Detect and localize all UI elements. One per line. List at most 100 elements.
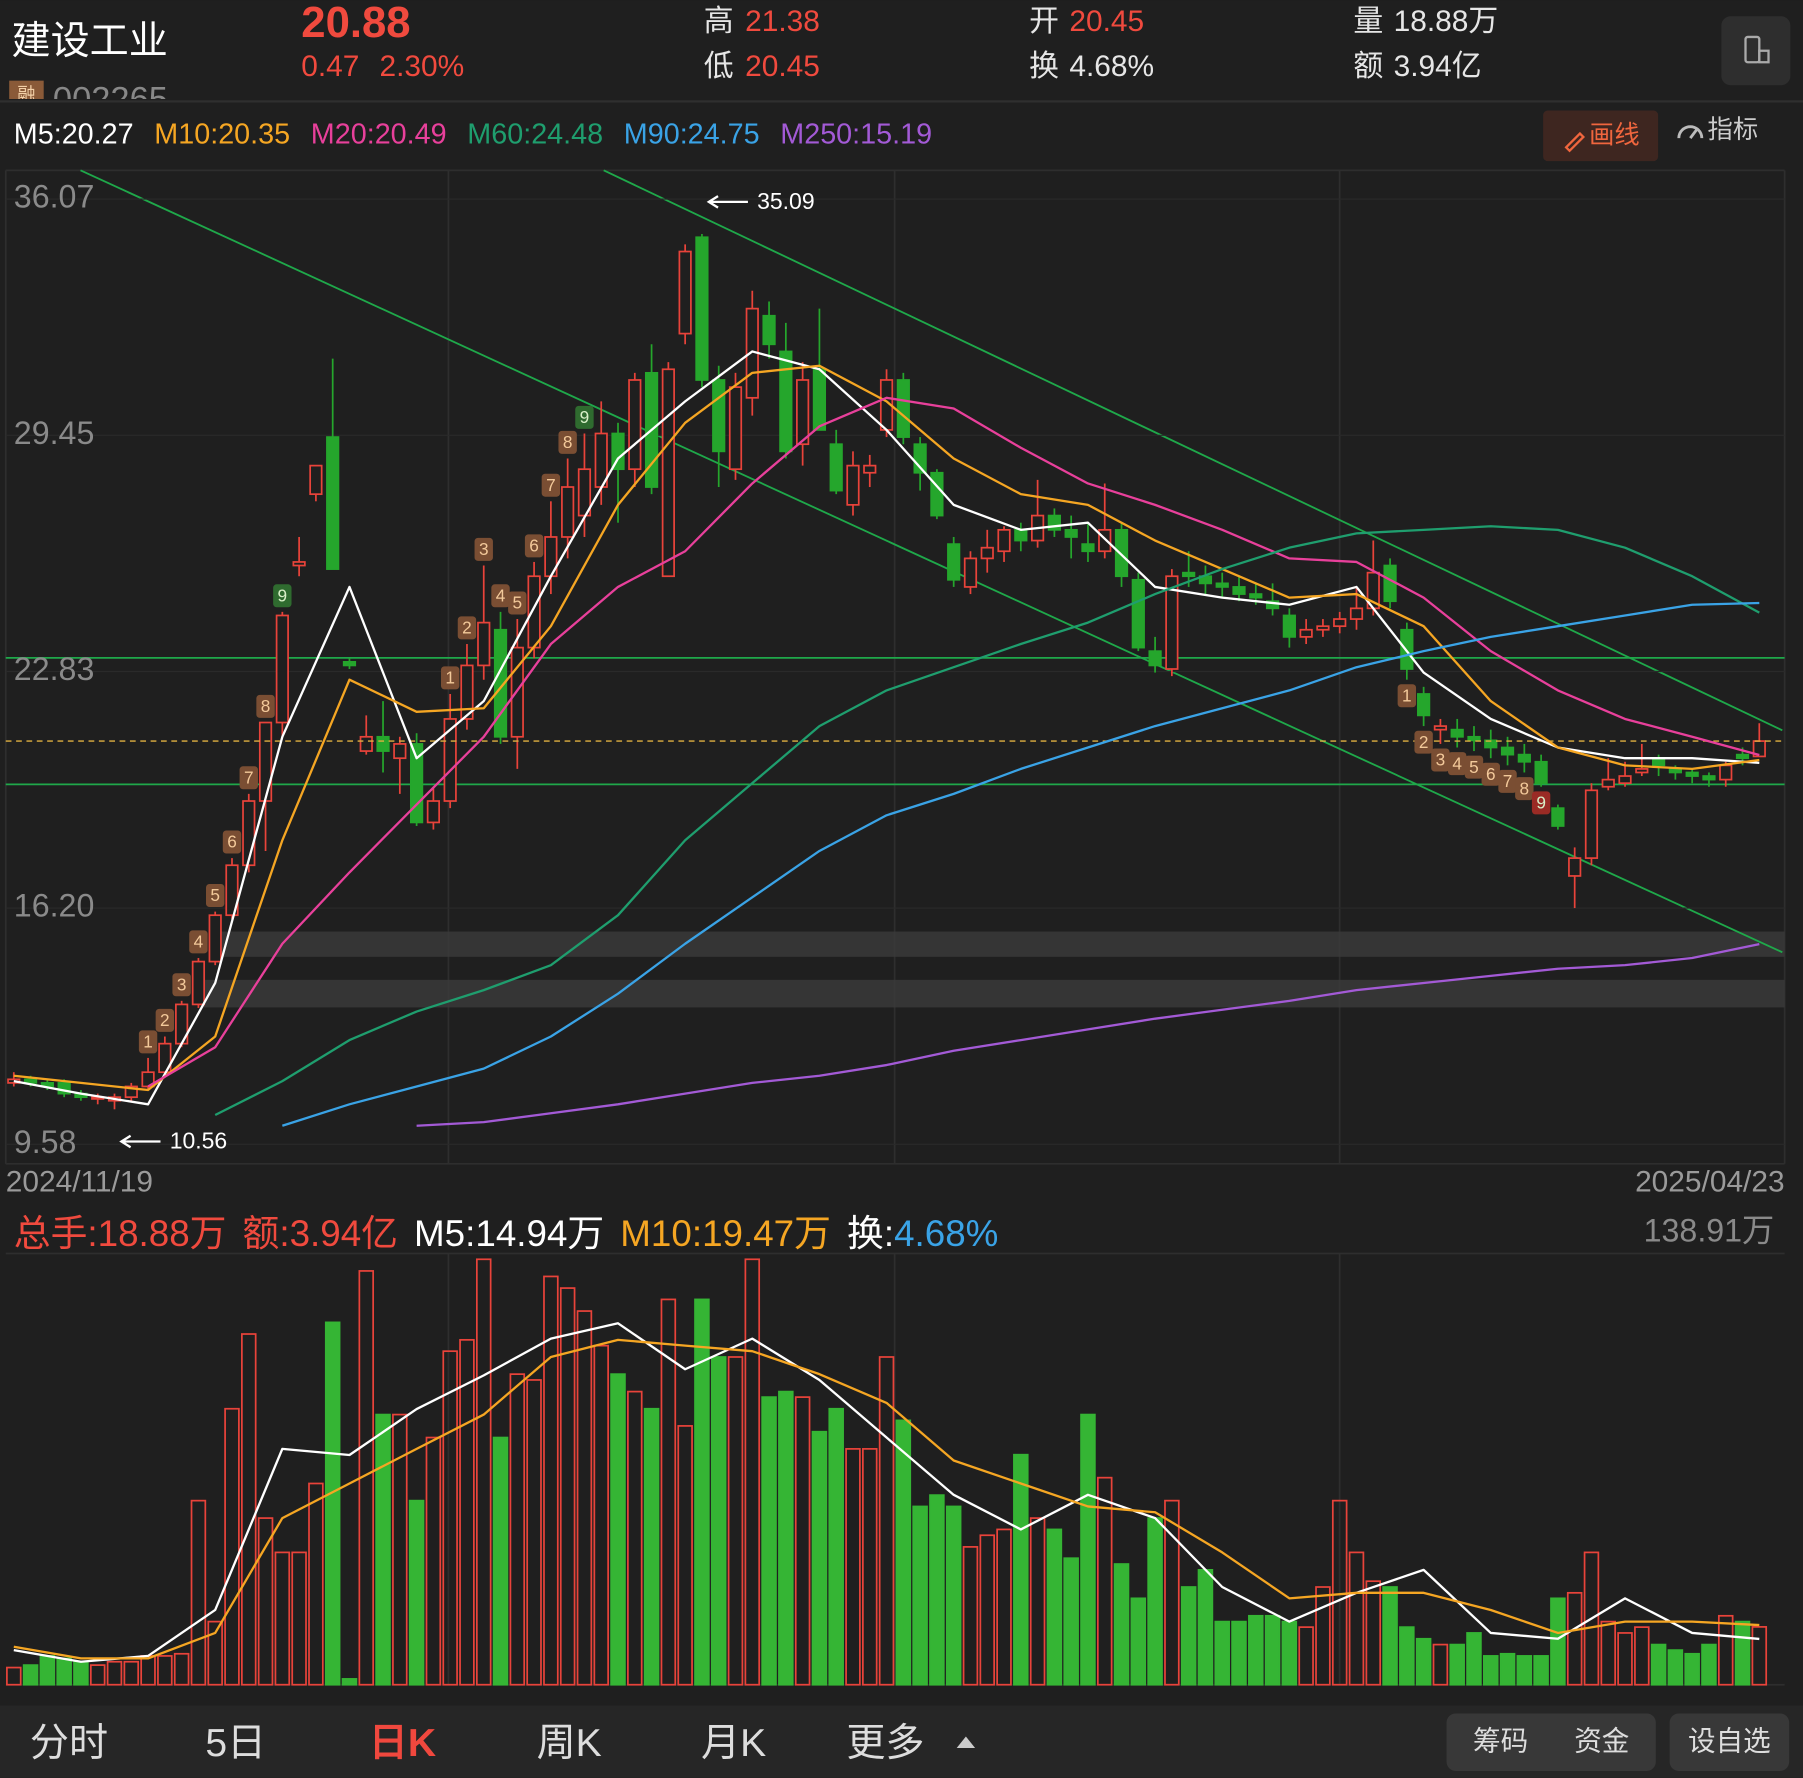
volume-bar bbox=[559, 1287, 576, 1686]
code-row: 融 002265 bbox=[9, 80, 168, 100]
volume-bar bbox=[1013, 1453, 1029, 1686]
button[interactable]: 筹码 bbox=[1473, 1726, 1528, 1757]
volume-bar bbox=[1516, 1655, 1533, 1686]
volume-bar bbox=[996, 1528, 1012, 1686]
sequence-label: 2 bbox=[462, 618, 472, 638]
volume-bar bbox=[1566, 1591, 1583, 1686]
sequence-badge bbox=[457, 616, 477, 640]
tab[interactable]: 5日 bbox=[205, 1722, 266, 1765]
volume-bar bbox=[627, 1390, 643, 1686]
volume-bar bbox=[1029, 1517, 1046, 1686]
sequence-badge bbox=[491, 584, 510, 608]
tab[interactable]: 月K bbox=[701, 1722, 766, 1765]
candle-body bbox=[1484, 739, 1498, 749]
candle-body bbox=[1735, 753, 1750, 760]
button[interactable]: 设自选 bbox=[1688, 1726, 1771, 1757]
candle-body bbox=[1249, 593, 1263, 599]
legend-value: 15.19 bbox=[860, 118, 932, 150]
legend-separator: : bbox=[465, 1213, 475, 1254]
x-tick-label: 2025/04/23 bbox=[1635, 1165, 1785, 1198]
sequence-label: 7 bbox=[244, 767, 254, 787]
volume-bar bbox=[1550, 1597, 1566, 1686]
legend-value: 18.88万 bbox=[98, 1213, 227, 1254]
ma-line bbox=[416, 942, 1760, 1127]
candle-body bbox=[1165, 575, 1179, 670]
volume-bar bbox=[593, 1344, 609, 1686]
candle-body bbox=[1333, 618, 1347, 628]
ma-line bbox=[13, 350, 1760, 1106]
legend-name: M60 bbox=[467, 118, 523, 150]
tab[interactable]: 日K bbox=[369, 1722, 436, 1765]
stat-name: 量 bbox=[1353, 5, 1383, 38]
candle-body bbox=[1148, 650, 1162, 667]
tab[interactable]: 更多 bbox=[846, 1722, 924, 1765]
sequence-badge bbox=[155, 1008, 175, 1032]
legend-value: 3.94亿 bbox=[290, 1213, 398, 1254]
draw-button[interactable]: 画线 bbox=[1543, 110, 1659, 162]
volume-bar bbox=[308, 1482, 324, 1686]
candle-body bbox=[1098, 528, 1112, 553]
volume-bar bbox=[241, 1333, 257, 1686]
sequence-badge bbox=[1531, 791, 1551, 815]
sequence-label: 1 bbox=[1402, 685, 1412, 705]
volume-ma-line bbox=[13, 1322, 1760, 1663]
volume-bar bbox=[392, 1413, 408, 1686]
ma-line bbox=[13, 364, 1760, 1092]
candle-body bbox=[896, 379, 910, 438]
sequence-label: 1 bbox=[143, 1032, 153, 1052]
candle-body bbox=[661, 368, 675, 578]
stat-value: 3.94亿 bbox=[1394, 50, 1482, 83]
legend-name: M250 bbox=[780, 118, 852, 150]
volume-bar bbox=[1080, 1413, 1096, 1686]
volume-bar bbox=[1600, 1620, 1617, 1686]
legend-value: 20.35 bbox=[218, 118, 290, 150]
volume-bar bbox=[6, 1666, 22, 1686]
sequence-badge bbox=[1481, 762, 1500, 786]
stat-name: 开 bbox=[1029, 5, 1059, 38]
volume-bar bbox=[1180, 1586, 1197, 1686]
volume-bar bbox=[1533, 1655, 1549, 1686]
more-arrow bbox=[956, 1736, 976, 1748]
button[interactable]: 资金 bbox=[1574, 1726, 1629, 1757]
candle-body bbox=[1064, 528, 1078, 538]
legend-name: M90 bbox=[624, 118, 680, 150]
sequence-badge bbox=[1498, 769, 1517, 793]
candle-body bbox=[477, 621, 491, 667]
tab[interactable]: 周K bbox=[537, 1722, 602, 1765]
volume-bar bbox=[744, 1258, 761, 1686]
candle-body bbox=[1551, 807, 1565, 827]
volume-bar bbox=[257, 1517, 274, 1686]
sequence-label: 6 bbox=[227, 832, 237, 852]
volume-bar bbox=[1382, 1586, 1398, 1686]
candle-body bbox=[1584, 789, 1599, 859]
sequence-badge bbox=[1397, 684, 1417, 708]
volume-bar bbox=[1365, 1580, 1382, 1686]
draw-label[interactable]: 画线 bbox=[1589, 122, 1640, 150]
sequence-badge bbox=[558, 430, 577, 454]
sequence-label: 3 bbox=[479, 539, 489, 559]
volume-bar bbox=[962, 1546, 979, 1686]
volume-bar bbox=[694, 1298, 710, 1686]
legend-value: 20.49 bbox=[375, 118, 447, 150]
stat-name: 低 bbox=[704, 50, 734, 83]
sequence-label: 8 bbox=[261, 696, 271, 716]
indicator-label[interactable]: 指标 bbox=[1708, 116, 1759, 144]
volume-bar bbox=[1684, 1652, 1700, 1686]
indicator-button[interactable]: 指标 bbox=[1677, 116, 1759, 144]
sequence-badge bbox=[474, 537, 493, 561]
volume-bar bbox=[895, 1419, 912, 1686]
candle-body bbox=[829, 443, 843, 492]
sequence-label: 1 bbox=[445, 668, 455, 688]
landscape-button[interactable] bbox=[1721, 16, 1791, 86]
volume-bar bbox=[492, 1436, 509, 1686]
candle-body bbox=[326, 436, 340, 570]
sequence-badge bbox=[541, 473, 561, 497]
sequence-label: 3 bbox=[177, 974, 187, 994]
sequence-label: 4 bbox=[194, 932, 204, 952]
volume-bar bbox=[341, 1678, 358, 1686]
tab[interactable]: 分时 bbox=[30, 1722, 108, 1765]
volume-bar bbox=[274, 1551, 291, 1686]
sequence-badge bbox=[575, 405, 594, 429]
sequence-badge bbox=[189, 930, 208, 954]
